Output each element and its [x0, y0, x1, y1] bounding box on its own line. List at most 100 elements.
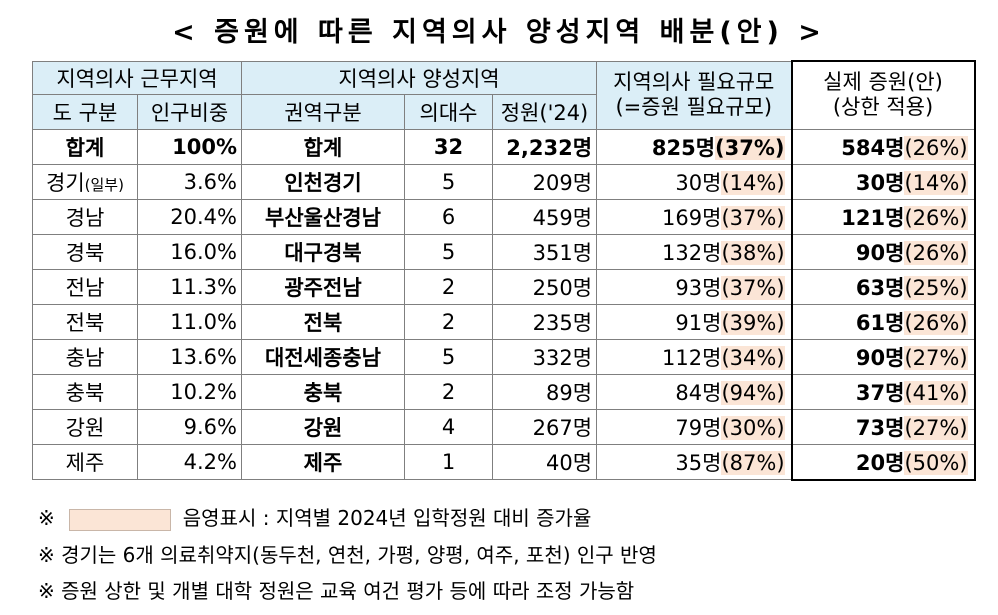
- cell-province: 경남: [32, 198, 138, 235]
- legend-text: 음영표시 : 지역별 2024년 입학정원 대비 증가율: [182, 506, 592, 530]
- cell-required-size: 84명(94%): [596, 373, 793, 410]
- actual-count: 121명: [841, 205, 905, 230]
- actual-count: 37명: [855, 380, 905, 405]
- required-percent: (87%): [721, 450, 785, 475]
- province-name: 충남: [65, 345, 105, 370]
- table-row: 전북 11.0% 전북 2 235명 91명(39%) 61명(26%): [32, 303, 976, 340]
- required-count: 30명: [675, 170, 722, 195]
- actual-percent: (25%): [904, 275, 968, 300]
- actual-percent: (50%): [904, 450, 968, 475]
- note-gyeonggi: ※ 경기는 6개 의료취약지(동두천, 연천, 가평, 양평, 여주, 포천) …: [38, 543, 657, 567]
- province-name: 합계: [65, 135, 105, 160]
- cell-province: 강원: [32, 408, 138, 445]
- cell-required-size: 132명(38%): [596, 233, 793, 270]
- cell-actual-increase: 73명(27%): [790, 408, 976, 445]
- cell-quota: 209명: [491, 163, 598, 200]
- actual-percent: (26%): [904, 240, 968, 265]
- cell-zone: 부산울산경남: [241, 198, 405, 235]
- cell-population-share: 20.4%: [137, 198, 242, 235]
- required-count: 112명: [662, 345, 722, 370]
- actual-count: 73명: [855, 415, 905, 440]
- cell-schools: 6: [404, 198, 493, 235]
- cell-actual-increase: 37명(41%): [790, 373, 976, 410]
- cell-schools: 32: [404, 128, 493, 165]
- required-count: 35명: [675, 450, 722, 475]
- header-row-2: 도 구분 인구비중 권역구분 의대수 정원('24): [32, 93, 975, 130]
- cell-population-share: 100%: [137, 128, 242, 165]
- required-percent: (38%): [721, 240, 785, 265]
- required-percent: (37%): [721, 275, 785, 300]
- cell-actual-increase: 90명(26%): [790, 233, 976, 270]
- cell-zone: 충북: [241, 373, 405, 410]
- header-actual-line1: 실제 증원(안): [823, 70, 943, 95]
- province-name: 경남: [65, 205, 105, 230]
- cell-required-size: 30명(14%): [596, 163, 793, 200]
- table-row: 경남 20.4% 부산울산경남 6 459명 169명(37%) 121명(26%): [32, 198, 976, 235]
- cell-quota: 332명: [491, 338, 598, 375]
- actual-percent: (41%): [904, 380, 968, 405]
- cell-schools: 5: [404, 338, 493, 375]
- note-mark: ※: [38, 506, 55, 530]
- cell-zone: 인천경기: [241, 163, 405, 200]
- cell-province: 전남: [32, 268, 138, 305]
- cell-zone: 강원: [241, 408, 405, 445]
- header-required-size: 지역의사 필요규모 (=증원 필요규모): [596, 60, 793, 130]
- table-row: 강원 9.6% 강원 4 267명 79명(30%) 73명(27%): [32, 408, 976, 445]
- page-title: < 증원에 따른 지역의사 양성지역 배분(안) >: [172, 17, 826, 48]
- cell-zone: 제주: [241, 443, 405, 480]
- cell-zone: 대구경북: [241, 233, 405, 270]
- required-percent: (37%): [721, 205, 785, 230]
- province-name: 경북: [65, 240, 105, 265]
- cell-province: 전북: [32, 303, 138, 340]
- cell-required-size: 169명(37%): [596, 198, 793, 235]
- cell-required-size: 825명(37%): [596, 128, 793, 165]
- cell-required-size: 93명(37%): [596, 268, 793, 305]
- cell-quota: 235명: [491, 303, 598, 340]
- note-adjustment: ※ 증원 상한 및 개별 대학 정원은 교육 여건 평가 등에 따라 조정 가능…: [38, 579, 635, 603]
- cell-province: 경기(일부): [32, 163, 138, 200]
- required-percent: (37%): [715, 135, 785, 160]
- cell-required-size: 91명(39%): [596, 303, 793, 340]
- cell-actual-increase: 584명(26%): [790, 128, 976, 165]
- cell-quota: 267명: [491, 408, 598, 445]
- province-note: (일부): [84, 175, 124, 194]
- cell-zone: 합계: [241, 128, 405, 165]
- cell-zone: 광주전남: [241, 268, 405, 305]
- table-row: 충북 10.2% 충북 2 89명 84명(94%) 37명(41%): [32, 373, 976, 410]
- header-training-region: 지역의사 양성지역: [240, 60, 598, 95]
- highlight-swatch: [68, 508, 171, 531]
- cell-province: 합계: [32, 128, 138, 165]
- total-row: 합계 100% 합계 32 2,232명 825명(37%) 584명(26%): [32, 128, 976, 165]
- actual-count: 30명: [855, 170, 905, 195]
- legend-note: ※ 음영표시 : 지역별 2024년 입학정원 대비 증가율: [38, 502, 591, 531]
- required-count: 79명: [675, 415, 722, 440]
- cell-schools: 1: [404, 443, 493, 480]
- header-work-region: 지역의사 근무지역: [32, 60, 242, 95]
- cell-population-share: 10.2%: [137, 373, 242, 410]
- required-count: 93명: [675, 275, 722, 300]
- cell-population-share: 16.0%: [137, 233, 242, 270]
- province-name: 경기: [46, 170, 85, 195]
- cell-population-share: 4.2%: [137, 443, 242, 480]
- cell-province: 충북: [32, 373, 138, 410]
- cell-population-share: 3.6%: [137, 163, 242, 200]
- cell-quota: 89명: [491, 373, 598, 410]
- header-required-size-line1: 지역의사 필요규모: [613, 70, 775, 94]
- actual-count: 63명: [855, 275, 905, 300]
- header-schools: 의대수: [404, 93, 493, 130]
- actual-count: 90명: [855, 240, 905, 265]
- required-count: 91명: [675, 310, 722, 335]
- table-row: 충남 13.6% 대전세종충남 5 332명 112명(34%) 90명(27%): [32, 338, 976, 375]
- cell-schools: 5: [404, 233, 493, 270]
- header-province: 도 구분: [32, 93, 138, 130]
- cell-schools: 2: [404, 303, 493, 340]
- actual-count: 584명: [841, 135, 905, 160]
- cell-quota: 351명: [491, 233, 598, 270]
- table-row: 제주 4.2% 제주 1 40명 35명(87%) 20명(50%): [32, 443, 976, 481]
- header-actual-increase: 실제 증원(안) (상한 적용): [790, 60, 976, 130]
- allocation-table: 지역의사 근무지역 지역의사 양성지역 지역의사 필요규모 (=증원 필요규모)…: [32, 60, 976, 481]
- cell-actual-increase: 20명(50%): [790, 443, 976, 481]
- required-percent: (14%): [721, 170, 785, 195]
- actual-count: 20명: [855, 450, 905, 475]
- cell-schools: 2: [404, 268, 493, 305]
